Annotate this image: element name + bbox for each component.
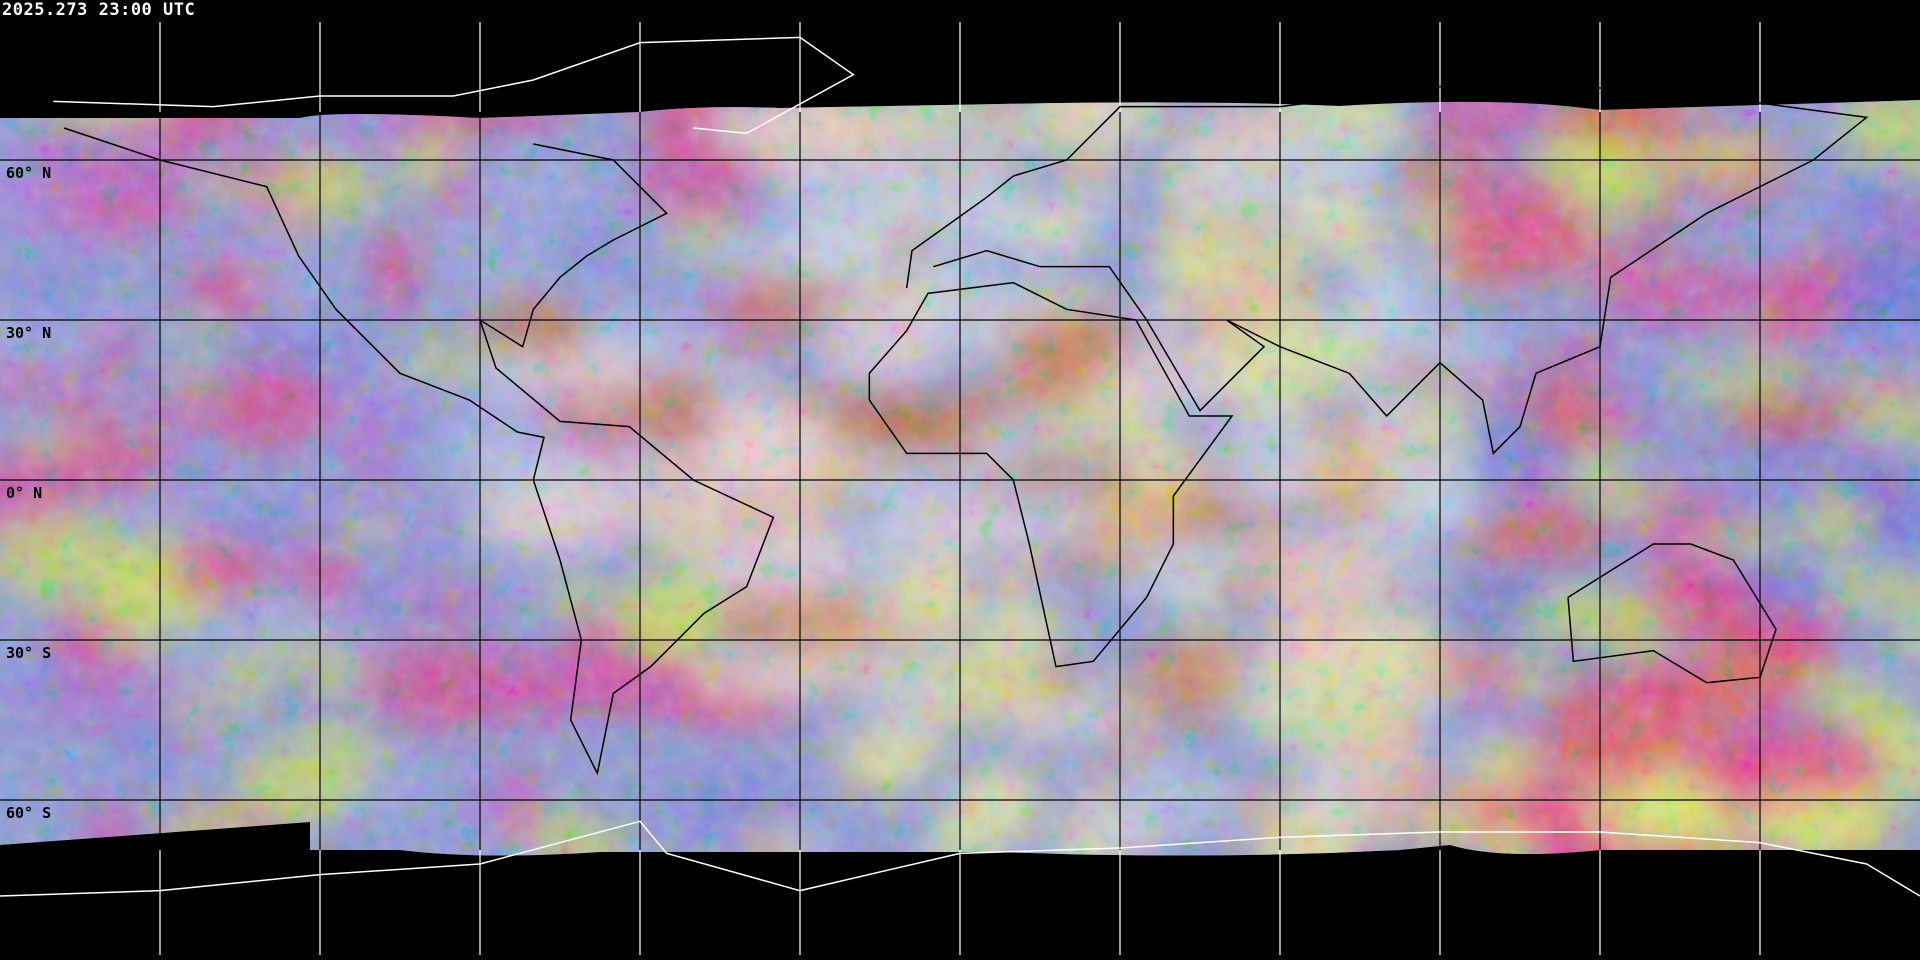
coastline-eurasia — [905, 79, 1869, 455]
coastline-arctic — [53, 36, 855, 135]
coastline-americas — [63, 127, 775, 776]
lat-label-60s: 60° S — [6, 804, 52, 822]
lat-label-0n: 0° N — [6, 484, 43, 502]
coastline-australia — [1567, 543, 1777, 684]
timestamp-label: 2025.273 23:00 UTC — [2, 0, 196, 20]
lat-label-30s: 30° S — [6, 644, 52, 662]
lat-label-30n: 30° N — [6, 324, 52, 342]
coastline-africa — [868, 281, 1234, 668]
cloud-feature — [67, 100, 183, 116]
coastline-antarctica — [0, 820, 1920, 897]
lat-label-60n: 60° N — [6, 164, 52, 182]
